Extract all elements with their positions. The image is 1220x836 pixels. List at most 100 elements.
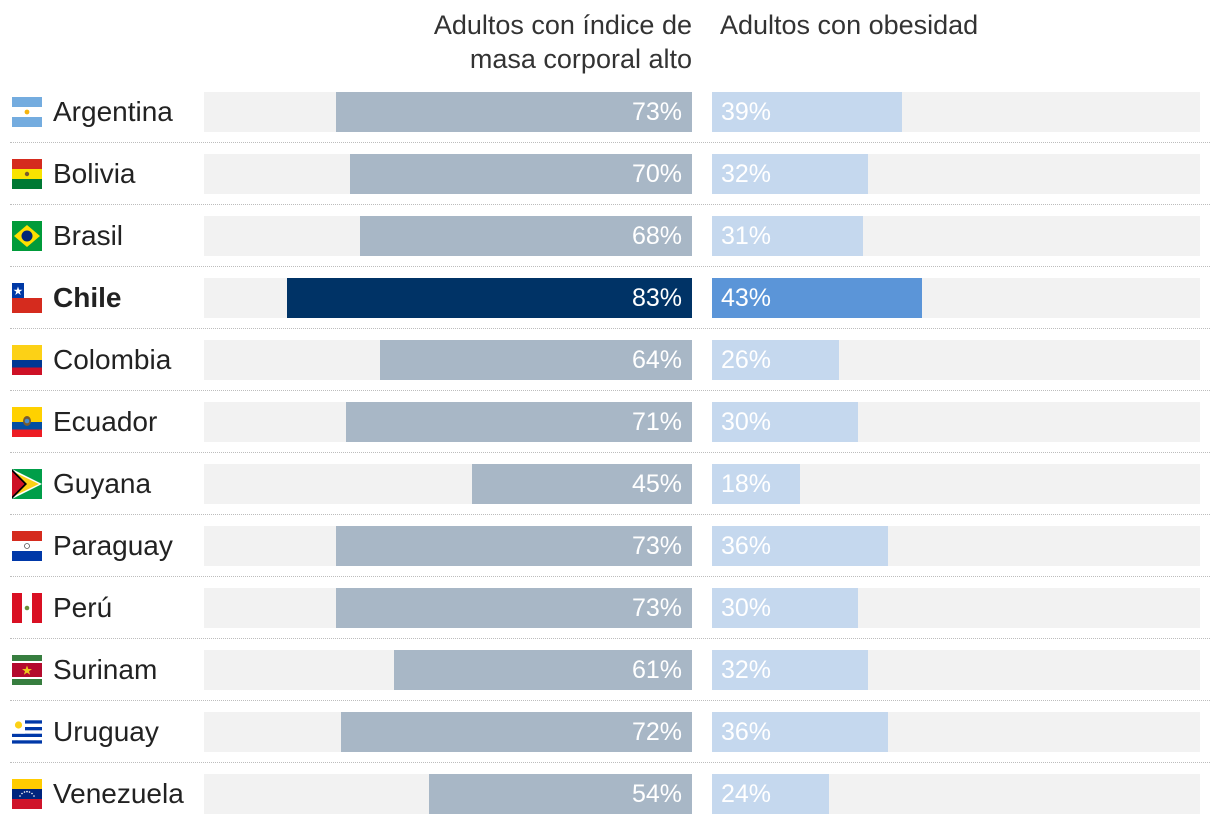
bmi-track: 73% (204, 526, 692, 566)
obesity-value-label: 31% (721, 222, 772, 250)
obesity-bar (712, 650, 869, 690)
obesity-value-label: 30% (721, 408, 772, 436)
obesity-bar (712, 340, 839, 380)
obesity-track: 36% (712, 526, 1200, 566)
obesity-value-label: 36% (721, 718, 772, 746)
bmi-value-label: 61% (631, 656, 682, 684)
bmi-bar (335, 92, 692, 132)
row-divider (10, 638, 1210, 639)
bmi-value-label: 71% (631, 408, 682, 436)
suriname-flag-icon (12, 655, 42, 685)
country-label: Bolivia (53, 158, 136, 189)
bmi-track: 45% (204, 464, 692, 504)
bmi-bar (472, 464, 692, 504)
obesity-value-label: 32% (721, 656, 772, 684)
paraguay-flag-icon (12, 531, 42, 561)
row-divider (10, 452, 1210, 453)
country-row-peru: Perú 73% 30% (0, 588, 1220, 650)
bmi-value-label: 73% (631, 98, 682, 126)
obesity-bar (712, 588, 859, 628)
country-row-uruguay: Uruguay 72% 36% (0, 712, 1220, 774)
country-row-guyana: Guyana 45% 18% (0, 464, 1220, 526)
country-row-bolivia: Bolivia 70% 32% (0, 154, 1220, 216)
row-divider (10, 204, 1210, 205)
obesity-bar (712, 464, 800, 504)
bmi-track: 64% (204, 340, 692, 380)
colombia-flag-icon (12, 345, 42, 375)
obesity-track: 18% (712, 464, 1200, 504)
obesity-value-label: 32% (721, 160, 772, 188)
bmi-track: 54% (204, 774, 692, 814)
obesity-track: 32% (712, 650, 1200, 690)
bmi-bar (394, 650, 692, 690)
peru-flag-icon (12, 593, 42, 623)
country-label: Ecuador (53, 406, 158, 437)
row-divider (10, 576, 1210, 577)
obesity-bar (712, 402, 859, 442)
obesity-track: 43% (712, 278, 1200, 318)
obesity-track: 32% (712, 154, 1200, 194)
country-row-venezuela: Venezuela 54% 24% (0, 774, 1220, 836)
country-label: Brasil (53, 220, 124, 251)
obesity-value-label: 24% (721, 780, 772, 808)
chile-flag-icon (12, 283, 42, 313)
bmi-track: 61% (204, 650, 692, 690)
row-divider (10, 266, 1210, 267)
obesity-track: 36% (712, 712, 1200, 752)
country-label: Guyana (53, 468, 152, 499)
bmi-bar (345, 402, 692, 442)
bmi-value-label: 68% (631, 222, 682, 250)
country-label: Argentina (53, 96, 173, 127)
row-divider (10, 390, 1210, 391)
country-row-brasil: Brasil 68% 31% (0, 216, 1220, 278)
country-row-colombia: Colombia 64% 26% (0, 340, 1220, 402)
obesity-track: 26% (712, 340, 1200, 380)
bmi-value-label: 54% (631, 780, 682, 808)
bmi-value-label: 73% (631, 594, 682, 622)
country-label: Chile (53, 282, 122, 313)
bmi-value-label: 70% (631, 160, 682, 188)
obesity-value-label: 30% (721, 594, 772, 622)
bmi-track: 72% (204, 712, 692, 752)
obesity-bar (712, 154, 869, 194)
bmi-track: 70% (204, 154, 692, 194)
ecuador-flag-icon (12, 407, 42, 437)
bmi-value-label: 83% (631, 284, 682, 312)
left-header-line-2: masa corporal alto (469, 44, 692, 74)
row-divider (10, 700, 1210, 701)
bmi-bar (360, 216, 692, 256)
obesity-bar (712, 92, 903, 132)
country-label: Venezuela (53, 778, 184, 809)
bmi-track: 71% (204, 402, 692, 442)
bmi-value-label: 64% (631, 346, 682, 374)
bmi-value-label: 72% (631, 718, 682, 746)
obesity-value-label: 39% (721, 98, 772, 126)
venezuela-flag-icon (12, 779, 42, 809)
bmi-bar (379, 340, 692, 380)
obesity-bar (712, 278, 922, 318)
uruguay-flag-icon (12, 717, 42, 747)
left-header-line-1: Adultos con índice de (433, 10, 692, 40)
obesity-track: 39% (712, 92, 1200, 132)
country-label: Perú (53, 592, 113, 623)
obesity-value-label: 26% (721, 346, 772, 374)
country-label: Uruguay (53, 716, 159, 747)
country-label: Paraguay (53, 530, 173, 561)
country-row-paraguay: Paraguay 73% 36% (0, 526, 1220, 588)
obesity-track: 31% (712, 216, 1200, 256)
bmi-bar (350, 154, 692, 194)
obesity-bar (712, 712, 888, 752)
country-row-ecuador: Ecuador 71% 30% (0, 402, 1220, 464)
country-row-surinam: Surinam 61% 32% (0, 650, 1220, 712)
bmi-track: 73% (204, 588, 692, 628)
argentina-flag-icon (12, 97, 42, 127)
obesity-track: 30% (712, 402, 1200, 442)
bmi-bar (428, 774, 692, 814)
right-series-header: Adultos con obesidad (720, 10, 979, 40)
left-series-header: Adultos con índice de masa corporal alto (300, 8, 692, 76)
bolivia-flag-icon (12, 159, 42, 189)
obesity-value-label: 43% (721, 284, 772, 312)
obesity-bar (712, 216, 864, 256)
obesity-value-label: 18% (721, 470, 772, 498)
bmi-bar (335, 526, 692, 566)
